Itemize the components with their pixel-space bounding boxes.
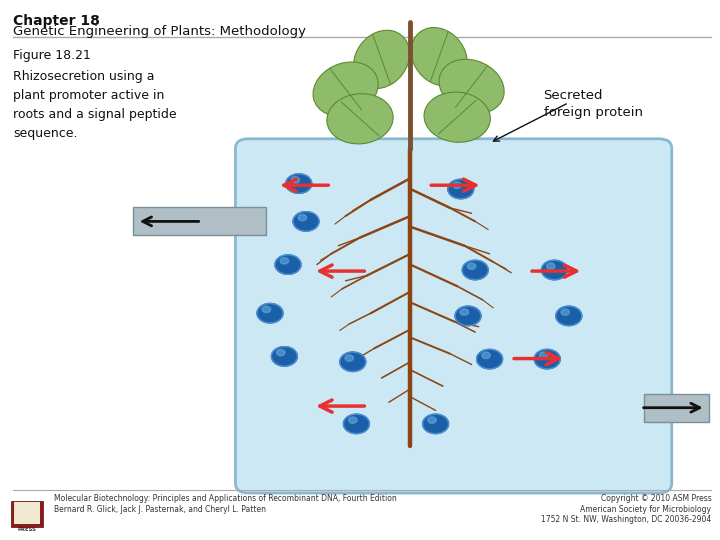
FancyBboxPatch shape <box>14 502 40 524</box>
Circle shape <box>453 182 462 188</box>
Circle shape <box>262 306 271 313</box>
Circle shape <box>286 174 312 193</box>
Circle shape <box>482 352 490 359</box>
Circle shape <box>534 349 560 369</box>
Ellipse shape <box>354 30 410 89</box>
Circle shape <box>539 352 548 359</box>
Circle shape <box>271 347 297 366</box>
Circle shape <box>455 306 481 326</box>
Bar <box>133 207 266 235</box>
Circle shape <box>556 306 582 326</box>
Circle shape <box>546 263 555 269</box>
Circle shape <box>293 212 319 231</box>
Circle shape <box>462 260 488 280</box>
Circle shape <box>280 258 289 264</box>
Ellipse shape <box>411 28 467 86</box>
Ellipse shape <box>439 59 504 113</box>
Circle shape <box>276 349 285 356</box>
Circle shape <box>348 417 357 423</box>
Ellipse shape <box>327 94 393 144</box>
Circle shape <box>460 309 469 315</box>
Circle shape <box>561 309 570 315</box>
Circle shape <box>343 414 369 434</box>
FancyBboxPatch shape <box>11 501 43 526</box>
Circle shape <box>345 355 354 361</box>
Text: Chapter 18: Chapter 18 <box>13 14 100 28</box>
FancyBboxPatch shape <box>235 139 672 493</box>
Circle shape <box>423 414 449 434</box>
Circle shape <box>275 255 301 274</box>
Circle shape <box>257 303 283 323</box>
Circle shape <box>477 349 503 369</box>
Circle shape <box>291 177 300 183</box>
Text: Figure 18.21: Figure 18.21 <box>13 49 91 62</box>
Circle shape <box>467 263 476 269</box>
Text: Genetic Engineering of Plants: Methodology: Genetic Engineering of Plants: Methodolo… <box>13 25 306 38</box>
Ellipse shape <box>313 62 378 116</box>
Text: Copyright © 2010 ASM Press
American Society for Microbiology
1752 N St. NW, Wash: Copyright © 2010 ASM Press American Soci… <box>541 494 711 524</box>
Circle shape <box>340 352 366 372</box>
Text: ASM
PRESS: ASM PRESS <box>17 521 37 532</box>
Ellipse shape <box>424 92 490 142</box>
Text: Rhizosecretion using a
plant promoter active in
roots and a signal peptide
seque: Rhizosecretion using a plant promoter ac… <box>13 70 176 140</box>
Circle shape <box>448 179 474 199</box>
Circle shape <box>428 417 436 423</box>
Circle shape <box>541 260 567 280</box>
Text: Secreted
foreign protein: Secreted foreign protein <box>544 89 643 119</box>
Circle shape <box>298 214 307 221</box>
Bar <box>644 394 709 422</box>
Text: Molecular Biotechnology: Principles and Applications of Recombinant DNA, Fourth : Molecular Biotechnology: Principles and … <box>54 494 397 514</box>
